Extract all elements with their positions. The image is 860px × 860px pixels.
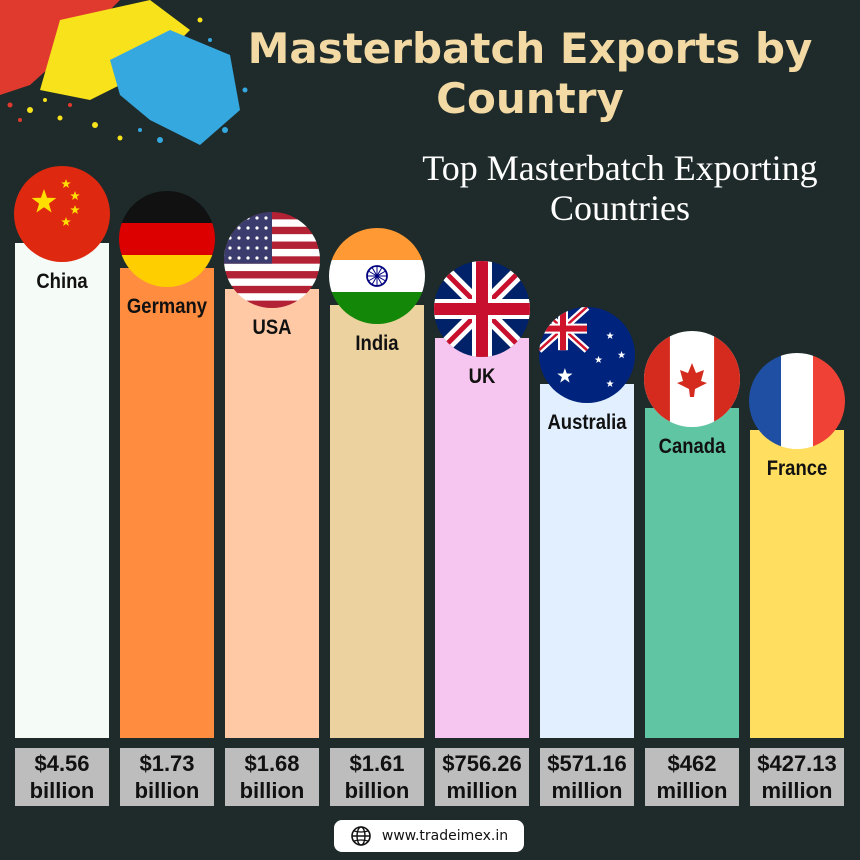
value-label-canada: $462 million	[645, 748, 739, 806]
value-amount: $1.68	[244, 751, 300, 776]
value-unit: billion	[239, 778, 305, 803]
value-unit: million	[761, 778, 833, 803]
value-unit: million	[446, 778, 518, 803]
bar-label-canada: Canada	[658, 435, 726, 458]
value-label-germany: $1.73 billion	[120, 748, 214, 806]
value-unit: million	[551, 778, 623, 803]
value-amount: $571.16	[547, 751, 627, 776]
bar-france	[750, 430, 844, 738]
value-label-france: $427.13 million	[750, 748, 844, 806]
value-amount: $1.61	[349, 751, 405, 776]
value-amount: $4.56	[34, 751, 90, 776]
bar-uk	[435, 338, 529, 738]
bar-label-france: France	[766, 457, 828, 480]
bar-germany	[120, 268, 214, 738]
germany-flag-icon	[119, 191, 215, 287]
australia-flag-icon	[539, 307, 635, 403]
value-unit: billion	[29, 778, 95, 803]
value-amount: $756.26	[442, 751, 522, 776]
value-amount: $462	[667, 751, 717, 776]
value-amount: $427.13	[757, 751, 837, 776]
bar-india	[330, 305, 424, 738]
value-amount: $1.73	[139, 751, 195, 776]
bar-usa	[225, 289, 319, 738]
bar-label-uk: UK	[468, 365, 496, 388]
uk-flag-icon	[434, 261, 530, 357]
bar-label-australia: Australia	[547, 411, 627, 434]
value-label-australia: $571.16 million	[540, 748, 634, 806]
china-flag-icon	[14, 166, 110, 262]
masterbatch-granules-image	[0, 0, 248, 145]
bar-label-usa: USA	[252, 316, 292, 339]
bar-label-germany: Germany	[126, 295, 208, 318]
bar-canada	[645, 408, 739, 738]
globe-icon	[351, 826, 371, 846]
usa-flag-icon	[224, 212, 320, 308]
value-label-india: $1.61 billion	[330, 748, 424, 806]
bar-label-china: China	[36, 270, 88, 293]
value-label-china: $4.56 billion	[15, 748, 109, 806]
value-unit: million	[656, 778, 728, 803]
bar-china	[15, 243, 109, 738]
bar-australia	[540, 384, 634, 738]
website-url: www.tradeimex.in	[381, 828, 509, 844]
value-unit: billion	[344, 778, 410, 803]
value-label-uk: $756.26 million	[435, 748, 529, 806]
page-title: Masterbatch Exports by Country	[247, 24, 813, 123]
value-unit: billion	[134, 778, 200, 803]
page-subtitle: Top Masterbatch Exporting Countries	[422, 148, 818, 228]
value-label-usa: $1.68 billion	[225, 748, 319, 806]
website-badge[interactable]: www.tradeimex.in	[334, 820, 524, 852]
bar-label-india: India	[355, 332, 399, 355]
